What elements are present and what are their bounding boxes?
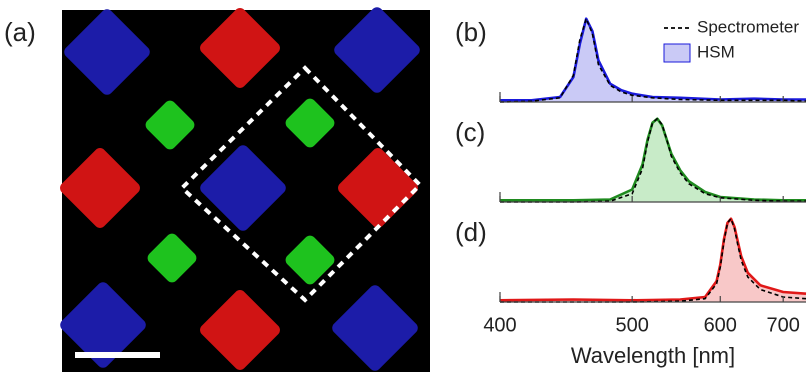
panel-label: (a) xyxy=(4,17,36,47)
panel-label: (d) xyxy=(455,217,487,247)
x-axis-title: Wavelength [nm] xyxy=(571,343,735,368)
panel-label: (c) xyxy=(455,117,485,147)
x-tick-label: 600 xyxy=(704,314,737,336)
legend-swatch xyxy=(664,44,690,62)
x-tick-label: 500 xyxy=(615,314,648,336)
micrograph xyxy=(58,5,430,374)
area xyxy=(500,119,806,202)
panel-label: (b) xyxy=(455,17,487,47)
x-tick-label: 700 xyxy=(767,314,800,336)
figure: (a) (b) Spectrometer HSM (c) 400 500 600 700 Wav… xyxy=(0,0,809,377)
x-tick-label: 400 xyxy=(483,314,516,336)
legend-label: HSM xyxy=(697,42,735,61)
pixels xyxy=(58,5,423,374)
area xyxy=(500,219,806,302)
legend-label: Spectrometer xyxy=(697,17,799,36)
